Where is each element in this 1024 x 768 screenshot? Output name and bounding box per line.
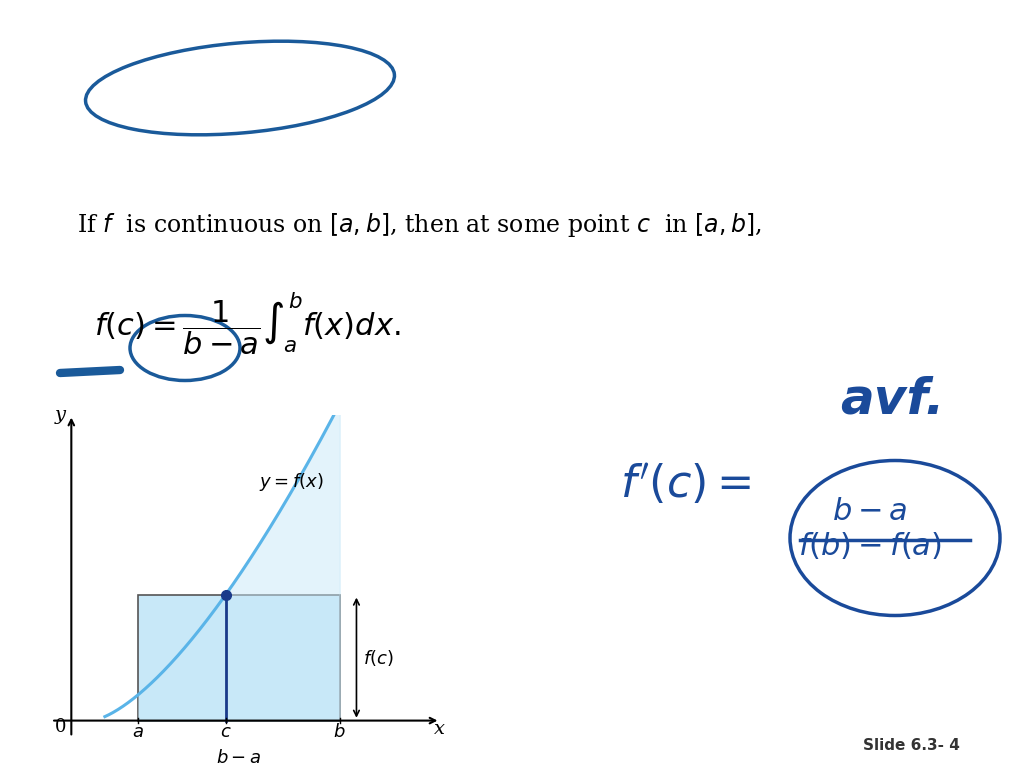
Text: $y = f(x)$: $y = f(x)$: [259, 471, 324, 493]
Text: If $f$  is continuous on $[a,b]$, then at some point $c$  in $[a,b]$,: If $f$ is continuous on $[a,b]$, then at…: [77, 211, 762, 239]
Text: $b$: $b$: [334, 723, 346, 741]
Text: $f(c) = \dfrac{1}{b-a}\int_{a}^{b} f(x)dx.$: $f(c) = \dfrac{1}{b-a}\int_{a}^{b} f(x)d…: [94, 290, 401, 357]
Text: $f(c)$: $f(c)$: [364, 647, 394, 667]
Bar: [138, 594, 340, 720]
Text: y: y: [54, 406, 66, 424]
Text: 0: 0: [54, 718, 67, 736]
Text: x: x: [433, 720, 444, 739]
Text: $b - a$: $b - a$: [216, 750, 262, 767]
Text: $f(b)-f(a)$: $f(b)-f(a)$: [798, 531, 942, 562]
Text: Slide 6.3- 4: Slide 6.3- 4: [863, 738, 961, 753]
Text: avf.: avf.: [840, 375, 944, 423]
Text: $f'(c) =$: $f'(c) =$: [620, 462, 752, 507]
Text: $a$: $a$: [132, 723, 144, 741]
Text: The Mean Value Theorem for
Definite Integrals: The Mean Value Theorem for Definite Inte…: [51, 21, 819, 118]
Text: $c$: $c$: [220, 723, 231, 741]
Text: $b - a$: $b - a$: [833, 496, 907, 527]
